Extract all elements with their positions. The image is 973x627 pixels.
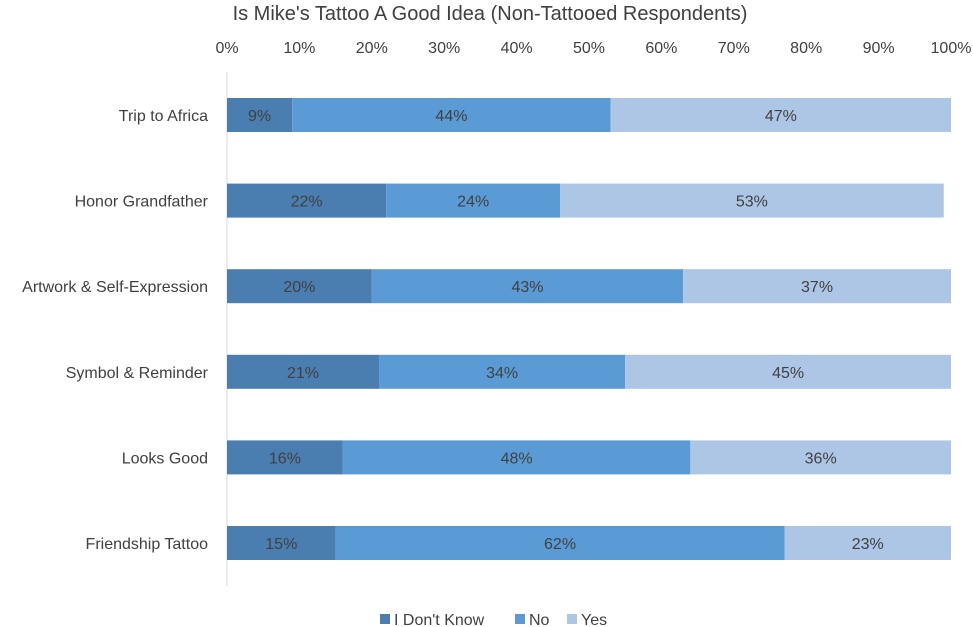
category-label: Symbol & Reminder [66, 365, 209, 382]
x-tick-label: 10% [283, 40, 315, 57]
x-axis-ticks: 0% 10% 20% 30% 40% 50% 60% 70% 80% 90% 100% [215, 40, 971, 57]
bar-row: Trip to Africa 9% 44% 47% [119, 98, 951, 132]
data-label: 9% [248, 108, 271, 125]
x-tick-label: 90% [863, 40, 895, 57]
legend-swatch [515, 614, 525, 624]
bar-segment [625, 354, 951, 389]
bar-segment [690, 440, 951, 475]
bar-segment [683, 269, 951, 304]
bar-segment [342, 440, 691, 475]
data-label: 15% [265, 536, 297, 553]
category-label: Artwork & Self-Expression [22, 279, 208, 296]
bar-row: Honor Grandfather 22% 24% 53% [75, 183, 944, 218]
bar-segment [227, 183, 387, 218]
bar-segment [292, 98, 611, 132]
category-label: Friendship Tattoo [86, 536, 209, 553]
bar-segment [371, 269, 684, 304]
bar-segment [227, 526, 336, 560]
data-label: 36% [805, 450, 837, 467]
category-label: Trip to Africa [119, 108, 208, 125]
bar-row: Symbol & Reminder 21% 34% 45% [66, 354, 951, 389]
data-label: 23% [852, 536, 884, 553]
bar-row: Looks Good 16% 48% 36% [122, 440, 951, 475]
bar-segment [379, 354, 626, 389]
data-label: 43% [511, 279, 543, 296]
x-tick-label: 100% [931, 40, 972, 57]
x-tick-label: 50% [573, 40, 605, 57]
legend-label: No [529, 612, 550, 627]
data-label: 21% [287, 365, 319, 382]
bar-segment [610, 98, 951, 132]
bar-segment [560, 183, 944, 218]
bar-segment [335, 526, 785, 560]
bar-segment [227, 98, 293, 132]
bar-rows: Trip to Africa 9% 44% 47% Honor Grandfather 2… [22, 98, 951, 560]
category-label: Looks Good [122, 450, 208, 467]
x-tick-label: 80% [790, 40, 822, 57]
data-label: 37% [801, 279, 833, 296]
x-tick-label: 20% [356, 40, 388, 57]
bar-row: Artwork & Self-Expression 20% 43% 37% [22, 269, 951, 304]
legend-swatch [380, 614, 390, 624]
bar-row: Friendship Tattoo 15% 62% 23% [86, 526, 951, 560]
x-tick-label: 40% [501, 40, 533, 57]
legend-label: I Don't Know [394, 612, 485, 627]
bar-segment [386, 183, 561, 218]
bar-segment [784, 526, 951, 560]
legend-label: Yes [581, 612, 607, 627]
x-tick-label: 60% [645, 40, 677, 57]
x-tick-label: 70% [718, 40, 750, 57]
x-tick-label: 30% [428, 40, 460, 57]
data-label: 44% [435, 108, 467, 125]
data-label: 20% [283, 279, 315, 296]
legend-swatch [567, 614, 577, 624]
bar-segment [227, 354, 380, 389]
data-label: 48% [501, 450, 533, 467]
x-tick-label: 0% [215, 40, 238, 57]
data-label: 24% [457, 194, 489, 211]
data-label: 62% [544, 536, 576, 553]
data-label: 53% [736, 194, 768, 211]
bar-segment [227, 269, 372, 304]
bar-segment [227, 440, 343, 475]
data-label: 47% [765, 108, 797, 125]
chart-title: Is Mike's Tattoo A Good Idea (Non-Tattoo… [233, 3, 748, 25]
legend: I Don't Know No Yes [380, 612, 607, 627]
data-label: 45% [772, 365, 804, 382]
data-label: 34% [486, 365, 518, 382]
data-label: 22% [291, 194, 323, 211]
data-label: 16% [269, 450, 301, 467]
category-label: Honor Grandfather [75, 194, 209, 211]
